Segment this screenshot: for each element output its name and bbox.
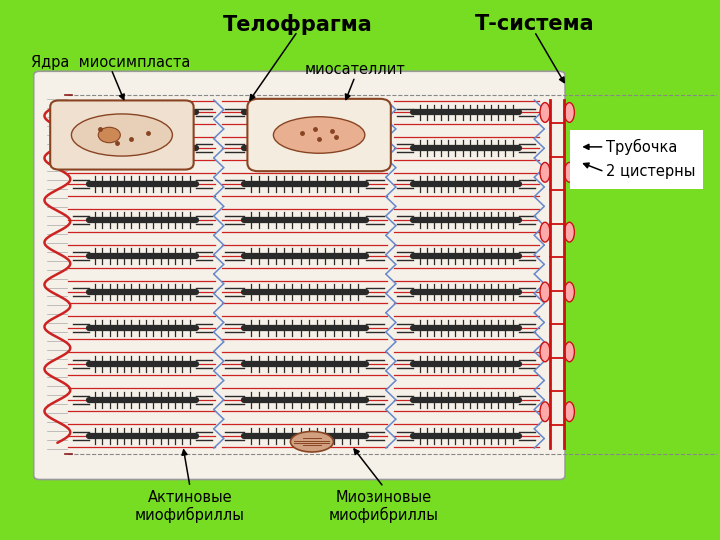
Ellipse shape: [564, 342, 575, 362]
Ellipse shape: [540, 163, 550, 182]
Text: Телофрагма: Телофрагма: [222, 14, 372, 35]
Text: Миозиновые
миофибриллы: Миозиновые миофибриллы: [329, 490, 438, 523]
Ellipse shape: [564, 163, 575, 182]
Text: 2 цистерны: 2 цистерны: [606, 164, 696, 179]
Ellipse shape: [290, 431, 333, 452]
FancyBboxPatch shape: [34, 71, 565, 480]
Ellipse shape: [98, 127, 120, 143]
Text: Актиновые
миофибриллы: Актиновые миофибриллы: [135, 490, 245, 523]
Ellipse shape: [540, 282, 550, 302]
Ellipse shape: [71, 114, 172, 156]
Ellipse shape: [564, 222, 575, 242]
FancyBboxPatch shape: [248, 99, 391, 171]
FancyBboxPatch shape: [570, 130, 703, 189]
Ellipse shape: [564, 103, 575, 123]
Ellipse shape: [564, 402, 575, 422]
Text: миосателлит: миосателлит: [305, 62, 405, 77]
Ellipse shape: [540, 342, 550, 362]
Text: Ядра  миосимпласта: Ядра миосимпласта: [32, 55, 191, 70]
FancyBboxPatch shape: [50, 100, 194, 170]
Text: Т-система: Т-система: [474, 14, 594, 35]
Ellipse shape: [540, 222, 550, 242]
Ellipse shape: [540, 402, 550, 422]
Ellipse shape: [274, 117, 365, 153]
Ellipse shape: [540, 103, 550, 123]
Ellipse shape: [564, 282, 575, 302]
Text: Трубочка: Трубочка: [606, 139, 678, 155]
